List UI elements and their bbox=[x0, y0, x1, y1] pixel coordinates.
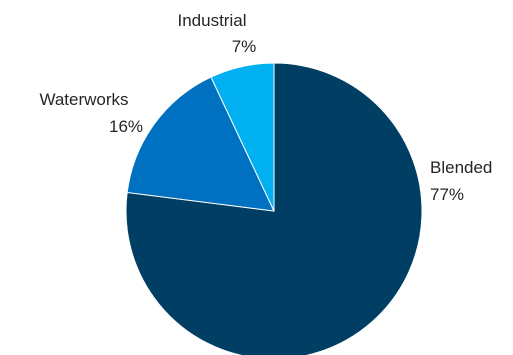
slice-label-blended-value: 77% bbox=[430, 185, 464, 204]
pie-slices bbox=[125, 62, 423, 355]
slice-label-waterworks-value: 16% bbox=[109, 117, 143, 136]
pie-slice-waterworks bbox=[126, 76, 275, 212]
slice-label-industrial-value: 7% bbox=[232, 37, 257, 56]
slice-label-waterworks-name: Waterworks bbox=[39, 90, 128, 109]
slice-label-industrial-name: Industrial bbox=[178, 11, 247, 30]
slice-label-blended-name: Blended bbox=[430, 158, 492, 177]
pie-slice-industrial bbox=[210, 62, 275, 212]
